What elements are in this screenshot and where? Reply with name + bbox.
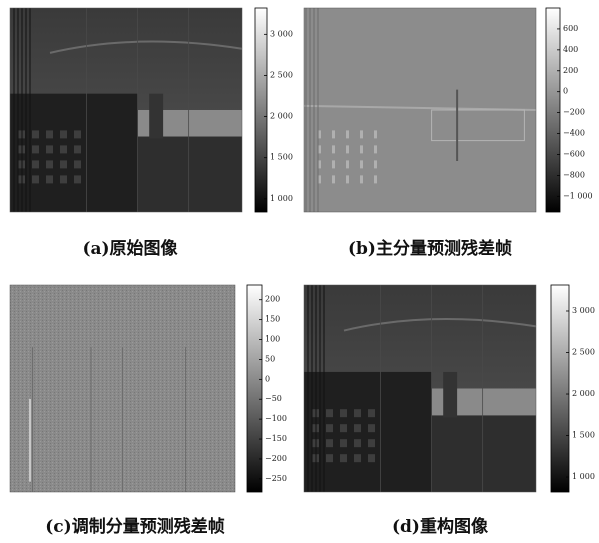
image-window: [368, 439, 375, 447]
image-window: [354, 439, 361, 447]
colorbar-tick-label: −250: [265, 474, 287, 483]
colorbar-tick-label: −100: [265, 414, 287, 423]
colorbar-tick-label: 2 000: [270, 112, 293, 121]
image-window: [354, 424, 361, 432]
image-tower: [149, 94, 163, 139]
image-window: [326, 454, 333, 462]
image-window: [368, 424, 375, 432]
colorbar-tick-label: −200: [563, 108, 585, 117]
colorbar-tick-label: 0: [265, 374, 270, 383]
image-window: [60, 130, 67, 138]
image-window: [326, 424, 333, 432]
image-window: [46, 175, 53, 183]
figure: 3 000 2 500 2 000 1 500 1 000 (a)原始图像 600 400 20…: [0, 0, 599, 543]
image-window: [332, 160, 335, 168]
caption: (b)主分量预测残差帧: [348, 238, 512, 259]
colorbar-tick-label: 600: [563, 24, 578, 33]
image-window: [340, 439, 347, 447]
colorbar-tick-label: −200: [265, 454, 287, 463]
image-window: [374, 160, 377, 168]
colorbar-tick-label: 1 500: [270, 153, 293, 162]
colorbar-tick-label: 200: [265, 295, 280, 304]
colorbar-tick-label: 400: [563, 45, 578, 54]
image-window: [346, 130, 349, 138]
image-window: [346, 175, 349, 183]
caption: (a)原始图像: [82, 238, 178, 259]
image-window: [46, 130, 53, 138]
image-building: [304, 372, 432, 492]
colorbar-tick-label: 100: [265, 335, 280, 344]
image-window: [332, 130, 335, 138]
image-window: [32, 175, 39, 183]
image-window: [354, 454, 361, 462]
panel: 3 000 2 500 2 000 1 500 1 000 (a)原始图像: [10, 8, 293, 259]
colorbar-tick-label: 1 500: [572, 431, 595, 440]
image-window: [360, 160, 363, 168]
image-window: [46, 160, 53, 168]
image-window: [74, 175, 81, 183]
colorbar: [546, 8, 560, 212]
colorbar-tick-label: 2 500: [270, 70, 293, 79]
colorbar-tick-label: −600: [563, 149, 585, 158]
colorbar-tick-label: 2 500: [572, 348, 595, 357]
image-window: [360, 130, 363, 138]
image-window: [46, 145, 53, 153]
panel: 200 150 100 50 0 −50 −100 −150 −200 −250 (c)调制分量预测…: [10, 285, 287, 537]
image-window: [32, 160, 39, 168]
image-window: [60, 175, 67, 183]
image-window: [32, 130, 39, 138]
image-window: [360, 145, 363, 153]
caption: (c)调制分量预测残差帧: [45, 516, 224, 537]
image-window: [326, 409, 333, 417]
colorbar: [247, 285, 262, 492]
image-window: [340, 424, 347, 432]
colorbar-tick-label: −800: [563, 170, 585, 179]
panel: 600 400 200 0 −200 −400 −600 −800 −1 000 (b)主分量预测…: [304, 8, 593, 259]
colorbar-tick-label: −400: [563, 129, 585, 138]
image-window: [60, 160, 67, 168]
colorbar-tick-label: 1 000: [270, 194, 293, 203]
colorbar-tick-label: −1 000: [563, 191, 593, 200]
colorbar-tick-label: 150: [265, 315, 280, 324]
image-window: [32, 145, 39, 153]
image-window: [326, 439, 333, 447]
image-window: [374, 145, 377, 153]
image-window: [332, 175, 335, 183]
colorbar-tick-label: 2 000: [572, 389, 595, 398]
image-window: [340, 454, 347, 462]
image-window: [374, 130, 377, 138]
colorbar-tick-label: −50: [265, 394, 282, 403]
image-window: [368, 454, 375, 462]
image-building: [10, 94, 138, 212]
image-window: [374, 175, 377, 183]
caption: (d)重构图像: [392, 516, 489, 537]
colorbar-tick-label: −150: [265, 434, 287, 443]
image-window: [340, 409, 347, 417]
image-window: [346, 145, 349, 153]
image-window: [368, 409, 375, 417]
image-window: [60, 145, 67, 153]
colorbar-tick-label: 50: [265, 354, 275, 363]
image-window: [74, 160, 81, 168]
colorbar-tick-label: 200: [563, 66, 578, 75]
colorbar-tick-label: 0: [563, 87, 568, 96]
image-window: [346, 160, 349, 168]
panel: 3 000 2 500 2 000 1 500 1 000 (d)重构图像: [304, 285, 595, 537]
image-window: [74, 130, 81, 138]
image-window: [354, 409, 361, 417]
image-window: [74, 145, 81, 153]
colorbar-tick-label: 3 000: [270, 29, 293, 38]
colorbar: [255, 8, 267, 212]
image-window: [360, 175, 363, 183]
colorbar-tick-label: 1 000: [572, 472, 595, 481]
image-window: [332, 145, 335, 153]
colorbar-tick-label: 3 000: [572, 306, 595, 315]
image-tower: [443, 372, 457, 418]
colorbar: [551, 285, 569, 492]
